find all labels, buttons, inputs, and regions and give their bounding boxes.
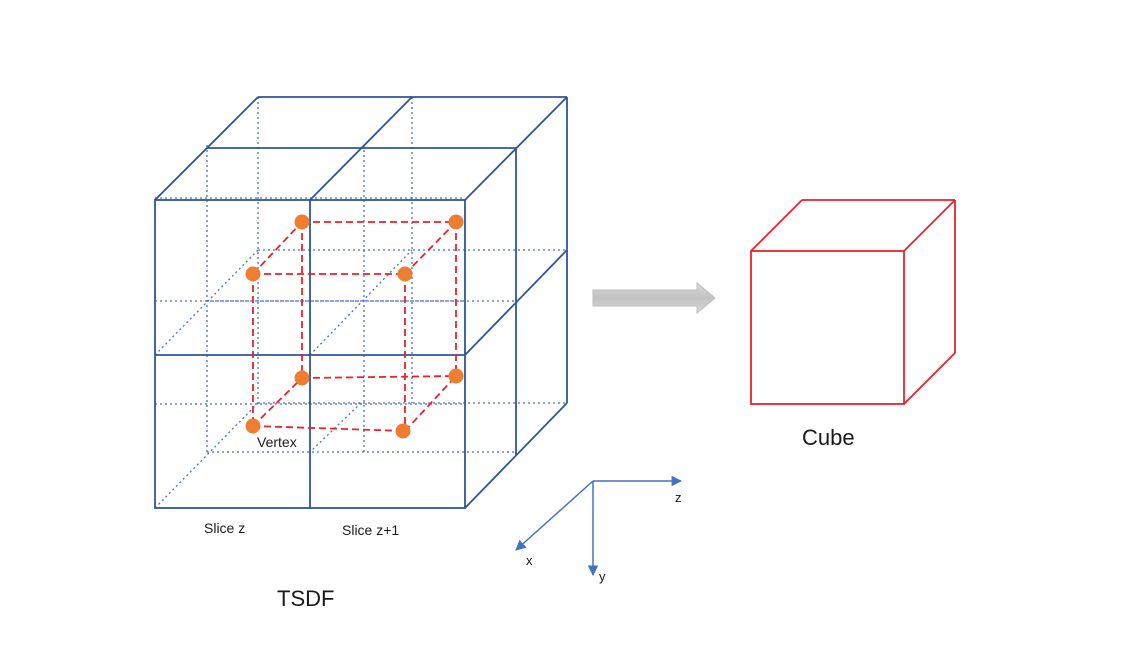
red-dashed-cell bbox=[252, 221, 457, 432]
cube-label: Cube bbox=[802, 425, 855, 450]
vertex-point bbox=[245, 266, 261, 282]
vertex-point bbox=[245, 418, 261, 434]
slice-z-label: Slice z bbox=[204, 520, 246, 536]
axis-z-label: z bbox=[675, 490, 682, 505]
axis-x-label: x bbox=[526, 553, 533, 568]
axis-x-arrow bbox=[515, 480, 594, 551]
vertex-point bbox=[448, 214, 464, 230]
vertex-point bbox=[397, 266, 413, 282]
vertex-point bbox=[294, 214, 310, 230]
output-cube bbox=[750, 199, 956, 405]
tsdf-grid bbox=[154, 96, 568, 509]
vertex-point bbox=[448, 368, 464, 384]
right-arrow bbox=[592, 281, 716, 315]
axis-y-label: y bbox=[599, 569, 606, 584]
slice-z1-label: Slice z+1 bbox=[342, 522, 400, 538]
vertex-points bbox=[245, 214, 464, 439]
vertex-point bbox=[294, 370, 310, 386]
coordinate-axes bbox=[515, 475, 683, 577]
tsdf-label: TSDF bbox=[277, 586, 335, 611]
vertex-label: Vertex bbox=[257, 434, 297, 450]
vertex-point bbox=[395, 423, 411, 439]
tsdf-visible-grid-lines bbox=[154, 96, 568, 509]
